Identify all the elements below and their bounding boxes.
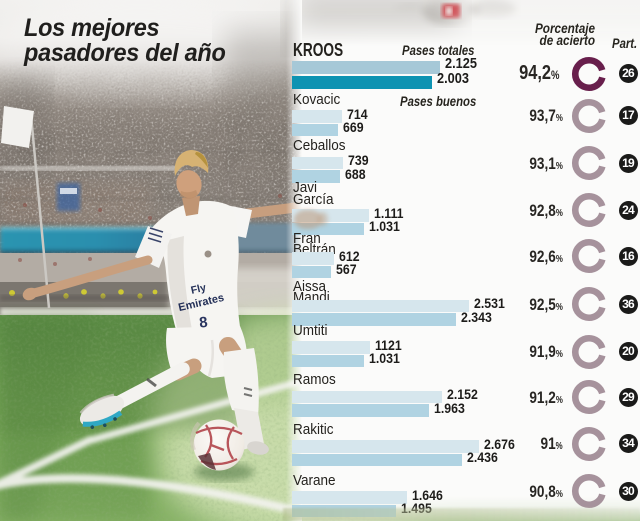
- svg-text:Fly: Fly: [190, 282, 208, 297]
- svg-text:8: 8: [198, 314, 208, 332]
